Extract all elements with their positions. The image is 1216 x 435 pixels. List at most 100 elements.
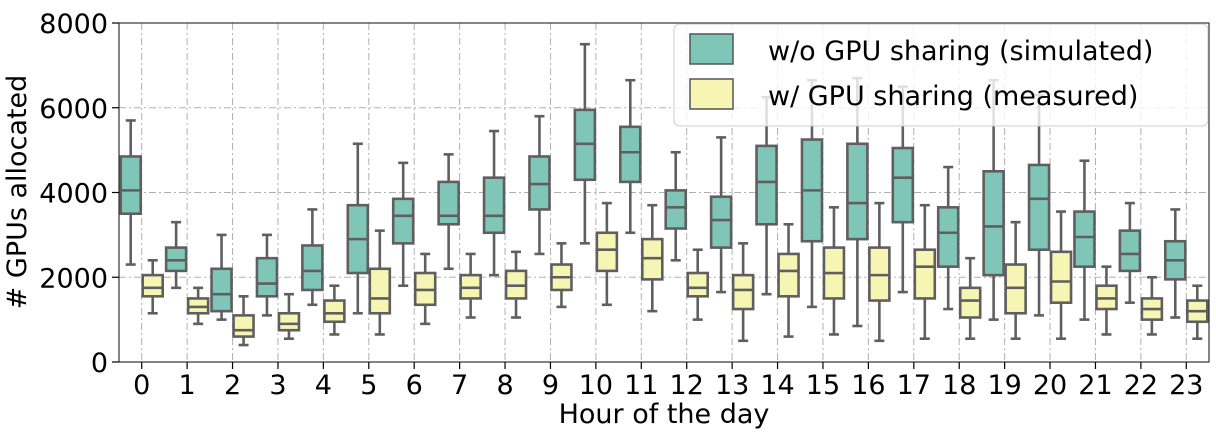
box-series — [119, 42, 1209, 347]
x-tick-label-23: 23 — [1169, 370, 1203, 401]
x-tick-label-22: 22 — [1124, 370, 1158, 401]
box-measured-hour-16 — [868, 201, 891, 343]
box-simulated-hour-14 — [755, 95, 778, 296]
box-iqr — [618, 125, 642, 184]
box-measured-hour-18 — [958, 256, 982, 340]
x-tick-label-3: 3 — [269, 370, 286, 401]
box-simulated-hour-0 — [119, 119, 143, 266]
box-iqr — [119, 155, 143, 215]
box-iqr — [958, 286, 982, 319]
box-measured-hour-12 — [686, 248, 710, 321]
box-iqr — [437, 180, 460, 226]
x-axis-ticks: 0 1 2 3 4 5 6 7 8 9 10 11 12 13 14 15 16 17 18 19 20 21 22 23 — [133, 362, 1203, 401]
box-iqr — [595, 231, 619, 273]
x-tick-label-15: 15 — [806, 370, 840, 401]
box-measured-hour-9 — [550, 242, 573, 309]
x-tick-label-18: 18 — [942, 370, 976, 401]
x-tick-label-11: 11 — [624, 370, 658, 401]
box-iqr — [1049, 250, 1073, 304]
x-tick-label-20: 20 — [1033, 370, 1067, 401]
x-tick-label-8: 8 — [496, 370, 513, 401]
box-simulated-hour-12 — [664, 150, 688, 262]
x-tick-label-16: 16 — [851, 370, 885, 401]
box-simulated-hour-20 — [1027, 93, 1051, 317]
legend-swatch-measured — [689, 78, 734, 110]
y-tick-label-0: 0 — [91, 348, 108, 379]
box-simulated-hour-23 — [1163, 208, 1187, 319]
box-simulated-hour-9 — [528, 114, 551, 256]
box-simulated-hour-18 — [936, 165, 960, 311]
box-measured-hour-13 — [731, 242, 755, 343]
box-measured-hour-21 — [1095, 265, 1118, 336]
x-tick-label-21: 21 — [1078, 370, 1112, 401]
x-axis-label: Hour of the day — [559, 399, 770, 430]
y-tick-label-6000: 6000 — [39, 94, 108, 125]
x-tick-label-1: 1 — [179, 370, 196, 401]
box-measured-hour-15 — [822, 206, 846, 336]
box-measured-hour-1 — [186, 286, 210, 326]
box-simulated-hour-4 — [301, 208, 324, 307]
box-simulated-hour-11 — [618, 78, 642, 235]
box-measured-hour-17 — [913, 203, 937, 340]
box-simulated-hour-19 — [982, 78, 1005, 321]
box-measured-hour-2 — [232, 295, 255, 347]
box-simulated-hour-8 — [482, 129, 506, 277]
x-tick-label-13: 13 — [715, 370, 749, 401]
x-tick-label-7: 7 — [451, 370, 468, 401]
box-iqr — [301, 244, 324, 292]
box-simulated-hour-1 — [164, 220, 188, 290]
box-measured-hour-4 — [323, 284, 346, 336]
box-simulated-hour-3 — [255, 233, 279, 317]
box-iqr — [210, 267, 233, 313]
box-iqr — [141, 273, 165, 298]
box-measured-hour-23 — [1185, 284, 1209, 340]
box-simulated-hour-22 — [1118, 201, 1142, 304]
y-tick-label-4000: 4000 — [39, 179, 108, 210]
box-measured-hour-8 — [504, 250, 528, 319]
box-iqr — [777, 252, 800, 298]
x-tick-label-5: 5 — [360, 370, 377, 401]
box-measured-hour-7 — [459, 252, 482, 319]
box-measured-hour-10 — [595, 201, 619, 307]
box-iqr — [755, 144, 778, 226]
box-iqr — [1027, 163, 1051, 252]
box-iqr — [391, 197, 415, 245]
box-iqr — [709, 195, 733, 249]
box-simulated-hour-10 — [573, 42, 597, 245]
box-measured-hour-22 — [1140, 275, 1164, 336]
box-measured-hour-20 — [1049, 210, 1073, 340]
y-tick-label-2000: 2000 — [39, 263, 108, 294]
x-tick-label-17: 17 — [897, 370, 931, 401]
y-axis-label: # GPUs allocated — [2, 75, 33, 310]
box-iqr — [1073, 210, 1096, 268]
x-tick-label-2: 2 — [224, 370, 241, 401]
box-iqr — [664, 189, 688, 230]
box-iqr — [368, 267, 392, 315]
box-iqr — [936, 206, 960, 268]
box-simulated-hour-13 — [709, 136, 733, 294]
box-iqr — [731, 273, 755, 311]
y-tick-label-8000: 8000 — [39, 9, 108, 40]
box-simulated-hour-5 — [346, 142, 370, 315]
legend-swatch-simulated — [689, 33, 734, 65]
box-iqr — [255, 256, 279, 298]
x-tick-label-9: 9 — [542, 370, 559, 401]
box-measured-hour-0 — [141, 258, 165, 315]
box-iqr — [891, 146, 915, 224]
box-iqr — [846, 142, 869, 241]
box-iqr — [686, 271, 710, 298]
x-tick-label-14: 14 — [760, 370, 794, 401]
box-measured-hour-11 — [640, 203, 664, 313]
x-tick-label-0: 0 — [133, 370, 150, 401]
box-simulated-hour-2 — [210, 233, 233, 321]
x-tick-label-10: 10 — [579, 370, 613, 401]
box-measured-hour-19 — [1004, 220, 1027, 340]
box-simulated-hour-6 — [391, 161, 415, 288]
x-tick-label-19: 19 — [987, 370, 1021, 401]
box-iqr — [232, 314, 255, 338]
y-axis-ticks: 0 2000 4000 6000 8000 — [39, 9, 119, 379]
box-measured-hour-14 — [777, 222, 800, 338]
box-simulated-hour-21 — [1073, 159, 1096, 321]
box-iqr — [323, 299, 346, 324]
